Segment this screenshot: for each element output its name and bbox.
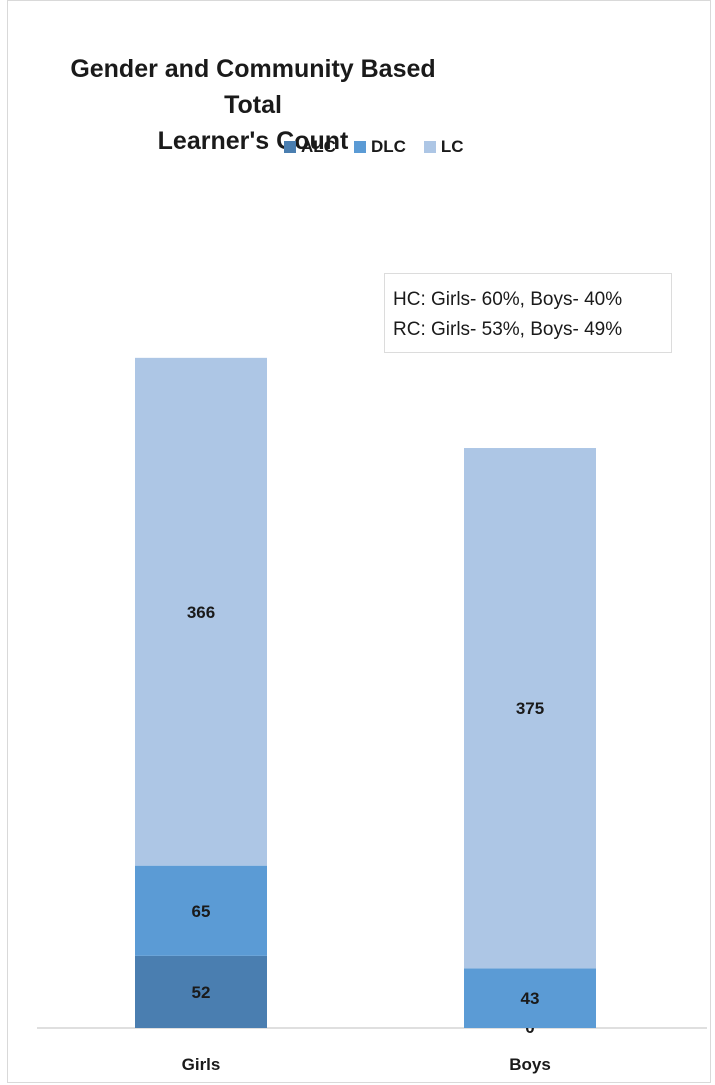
legend-swatch-alc (284, 141, 296, 153)
legend-swatch-lc (423, 141, 436, 153)
data-label-lc-boys: 375 (516, 699, 544, 718)
bar-dlc-boys (464, 968, 596, 1028)
chart-title-line-2: Learner's Count (157, 127, 349, 155)
bar-alc-girls (135, 955, 267, 1028)
category-label-girls: Girls (182, 1055, 221, 1074)
legend-item-lc: LC (423, 137, 464, 157)
annotation-box: HC: Girls- 60%, Boys- 40% RC: Girls- 53%… (384, 273, 672, 353)
legend: ALC DLC LC (284, 137, 464, 157)
legend-swatch-dlc (353, 141, 366, 153)
bar-lc-boys (464, 448, 596, 969)
bar-dlc-girls (135, 865, 267, 956)
data-label-dlc-girls: 65 (192, 902, 211, 921)
legend-item-alc: ALC (284, 137, 336, 157)
bar-lc-girls (135, 357, 267, 866)
chart-title: Gender and Community Based Total Learner… (68, 51, 438, 159)
legend-label-alc: ALC (301, 137, 336, 156)
data-label-dlc-boys: 43 (521, 989, 540, 1008)
annotation-line-hc: HC: Girls- 60%, Boys- 40% (393, 289, 623, 310)
category-label-boys: Boys (509, 1055, 551, 1074)
legend-label-lc: LC (440, 137, 464, 156)
legend-label-dlc: DLC (370, 137, 406, 156)
data-label-lc-girls: 366 (187, 603, 215, 622)
legend-item-dlc: DLC (353, 137, 406, 157)
data-label-alc-girls: 52 (192, 983, 211, 1002)
annotation-line-rc: RC: Girls- 53%, Boys- 49% (393, 319, 623, 340)
chart-title-line-1: Gender and Community Based Total (70, 55, 436, 119)
